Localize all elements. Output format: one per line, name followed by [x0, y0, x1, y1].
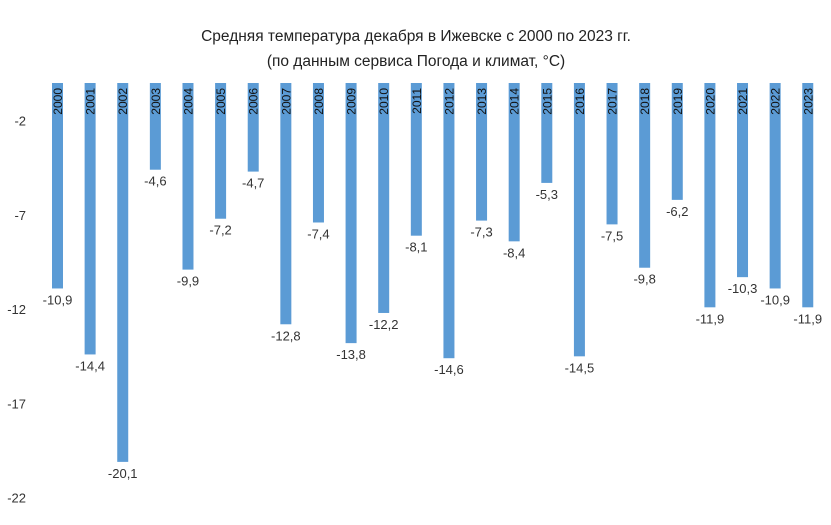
data-label: -12,2 [369, 317, 399, 332]
data-label: -12,8 [271, 328, 301, 343]
data-label: -13,8 [336, 347, 366, 362]
bar [410, 83, 422, 236]
data-label: -9,8 [633, 272, 655, 287]
x-tick-label: 2010 [377, 88, 391, 115]
data-label: -7,4 [307, 226, 329, 241]
data-label: -6,2 [666, 204, 688, 219]
bar [769, 83, 781, 289]
x-tick-label: 2018 [638, 88, 652, 115]
data-label: -8,1 [405, 240, 427, 255]
y-tick-label: -2 [14, 114, 26, 129]
x-tick-label: 2017 [606, 88, 620, 115]
data-label: -14,4 [75, 358, 105, 373]
bar [182, 83, 194, 270]
data-label: -8,4 [503, 245, 525, 260]
data-label: -10,3 [728, 281, 758, 296]
x-tick-label: 2008 [312, 88, 326, 115]
data-label: -14,5 [565, 360, 595, 375]
bar [378, 83, 390, 313]
x-tick-label: 2001 [84, 88, 98, 115]
bar [573, 83, 585, 357]
bar [215, 83, 227, 219]
y-tick-label: -7 [14, 208, 26, 223]
bar [737, 83, 749, 278]
bar [541, 83, 553, 183]
bar [443, 83, 455, 359]
x-tick-label: 2019 [671, 88, 685, 115]
bar [280, 83, 292, 325]
data-label: -7,2 [209, 223, 231, 238]
bars-group: 2000 -10,9 2001 -14,4 2002 -20,1 2003 -4,6 2004 -… [43, 83, 822, 481]
data-label: -10,9 [760, 292, 790, 307]
data-label: -14,6 [434, 362, 464, 377]
data-label: -10,9 [43, 292, 73, 307]
x-tick-label: 2016 [573, 88, 587, 115]
bar [671, 83, 683, 200]
x-tick-label: 2013 [475, 88, 489, 115]
y-tick-label: -12 [7, 302, 26, 317]
bar [52, 83, 63, 289]
bar [247, 83, 259, 172]
bar [312, 83, 324, 223]
x-tick-label: 2011 [410, 88, 424, 114]
bar [149, 83, 161, 170]
bar [508, 83, 520, 242]
x-tick-label: 2023 [801, 88, 815, 115]
y-tick-label: -17 [7, 396, 26, 411]
y-tick-label: -22 [7, 491, 26, 506]
x-tick-label: 2009 [345, 88, 359, 115]
data-label: -5,3 [536, 187, 558, 202]
data-label: -20,1 [108, 466, 138, 481]
bar [802, 83, 814, 308]
chart-title-line1: Средняя температура декабря в Ижевске с … [201, 28, 631, 45]
data-label: -9,9 [177, 274, 199, 289]
x-tick-label: 2012 [442, 88, 456, 115]
x-tick-label: 2004 [181, 88, 195, 115]
bar [84, 83, 96, 355]
bar [606, 83, 618, 225]
bar [639, 83, 651, 268]
x-tick-label: 2006 [247, 88, 261, 115]
data-label: -7,5 [601, 228, 623, 243]
data-label: -4,6 [144, 174, 166, 189]
data-label: -11,9 [696, 311, 725, 326]
x-tick-label: 2000 [51, 88, 65, 115]
x-tick-label: 2021 [736, 88, 750, 115]
data-label: -7,3 [470, 225, 492, 240]
data-label: -4,7 [242, 176, 264, 191]
x-tick-label: 2003 [149, 88, 163, 115]
bar [704, 83, 716, 308]
x-tick-label: 2005 [214, 88, 228, 115]
y-axis: -2 -7 -12 -17 -22 [7, 114, 26, 506]
x-tick-label: 2022 [769, 88, 783, 115]
data-label: -11,9 [793, 311, 822, 326]
x-tick-label: 2007 [279, 88, 293, 115]
bar [117, 83, 129, 462]
x-tick-label: 2002 [116, 88, 130, 115]
bar [345, 83, 357, 344]
x-tick-label: 2020 [703, 88, 717, 115]
x-tick-label: 2015 [540, 88, 554, 115]
chart-title-line2: (по данным сервиса Погода и климат, °C) [267, 53, 565, 70]
bar [476, 83, 488, 221]
x-tick-label: 2014 [508, 88, 522, 115]
